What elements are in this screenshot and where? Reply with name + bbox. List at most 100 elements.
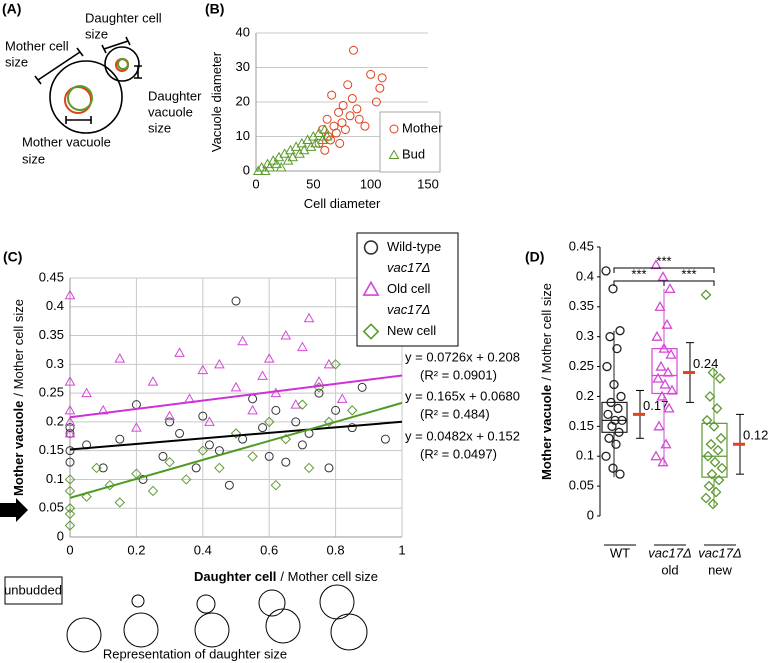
data-point bbox=[64, 508, 76, 520]
data-point bbox=[602, 361, 612, 372]
data-point bbox=[230, 381, 242, 392]
daughter-icon bbox=[131, 594, 145, 608]
y-tick-label: 0.1 bbox=[46, 471, 64, 486]
y-tick-label: 0.45 bbox=[569, 238, 594, 253]
y-tick-label: 0.3 bbox=[576, 328, 594, 343]
diagram-label: size bbox=[148, 120, 171, 135]
data-point bbox=[280, 330, 292, 340]
data-point bbox=[657, 456, 669, 467]
x-axis-label-part: / Mother cell size bbox=[280, 569, 378, 584]
x-tick-label: 150 bbox=[417, 176, 439, 191]
legend-marker bbox=[388, 149, 400, 159]
fit-r2: (R² = 0.0901) bbox=[420, 367, 497, 382]
data-point bbox=[360, 121, 370, 131]
data-point bbox=[700, 289, 712, 301]
data-point bbox=[605, 332, 615, 342]
data-point bbox=[247, 404, 258, 415]
trend-line bbox=[69, 401, 403, 499]
data-point bbox=[259, 165, 271, 175]
data-point bbox=[704, 391, 716, 402]
category-label: vac17Δ bbox=[648, 545, 691, 560]
measure-bar bbox=[101, 36, 131, 54]
category-label: WT bbox=[610, 545, 630, 560]
data-point bbox=[323, 416, 335, 428]
legend-label: Mother bbox=[402, 120, 443, 135]
significance-label: *** bbox=[656, 253, 671, 268]
y-tick-label: 0.1 bbox=[576, 448, 594, 463]
y-tick-label: 30 bbox=[236, 59, 250, 74]
diagram-label: Daughter cell bbox=[85, 10, 162, 25]
legend-label: vac17Δ bbox=[387, 260, 430, 275]
measure-bar bbox=[34, 47, 84, 85]
data-point bbox=[615, 469, 625, 479]
data-point bbox=[716, 462, 728, 474]
data-point bbox=[655, 360, 667, 371]
data-point bbox=[613, 403, 623, 414]
data-point bbox=[64, 485, 76, 497]
data-point bbox=[224, 480, 234, 490]
diagram-label: Mother cell bbox=[5, 38, 69, 53]
data-point bbox=[347, 423, 357, 433]
data-point bbox=[652, 372, 664, 383]
mean-label: 0.17 bbox=[643, 398, 668, 413]
data-point bbox=[603, 409, 613, 420]
data-point bbox=[214, 462, 225, 474]
arrow bbox=[0, 498, 28, 522]
data-point bbox=[710, 486, 722, 498]
panel-label: (A) bbox=[2, 1, 21, 17]
fit-r2: (R² = 0.0497) bbox=[420, 446, 497, 461]
data-point bbox=[91, 462, 102, 474]
mother-icon bbox=[194, 612, 230, 648]
x-axis-label: Daughter cell / Mother cell size bbox=[194, 569, 378, 584]
data-point bbox=[322, 114, 332, 124]
unbudded-label: unbudded bbox=[4, 582, 62, 597]
data-point bbox=[65, 423, 75, 433]
y-tick-label: 0.15 bbox=[39, 442, 64, 457]
y-tick-label: 0.4 bbox=[576, 268, 594, 283]
box bbox=[651, 348, 678, 395]
significance-bracket bbox=[613, 267, 715, 273]
data-point bbox=[608, 284, 618, 294]
y-tick-label: 0.25 bbox=[39, 385, 64, 400]
data-point bbox=[252, 165, 264, 175]
y-tick-label: 0.35 bbox=[569, 298, 594, 313]
legend-label: Old cell bbox=[387, 281, 430, 296]
data-point bbox=[296, 137, 308, 148]
y-tick-label: 0.25 bbox=[569, 358, 594, 373]
data-point bbox=[175, 428, 185, 438]
trend-line bbox=[69, 420, 403, 451]
data-point bbox=[273, 151, 285, 162]
y-tick-label: 0.15 bbox=[569, 418, 594, 433]
data-point bbox=[271, 158, 282, 169]
data-point bbox=[366, 69, 376, 79]
y-tick-label: 0.35 bbox=[39, 327, 64, 342]
data-point bbox=[248, 394, 258, 404]
data-point bbox=[64, 503, 76, 514]
data-point bbox=[231, 296, 241, 306]
data-point bbox=[654, 300, 666, 311]
data-point bbox=[164, 410, 175, 421]
data-point bbox=[702, 450, 714, 462]
data-point bbox=[165, 417, 175, 427]
y-tick-label: 0 bbox=[243, 162, 250, 177]
y-axis-label: Mother vacuole / Mother cell size bbox=[539, 283, 554, 480]
y-axis-label-part: Vacuole diameter bbox=[209, 51, 224, 152]
data-point bbox=[314, 388, 324, 398]
y-axis-label-part: Mother vacuole bbox=[11, 401, 26, 496]
legend-label: Wild-type bbox=[387, 239, 441, 254]
data-point bbox=[607, 421, 617, 431]
daughter-cell bbox=[104, 46, 140, 82]
y-tick-label: 0.05 bbox=[39, 500, 64, 515]
y-tick-label: 0.2 bbox=[46, 413, 64, 428]
data-point bbox=[317, 134, 328, 144]
y-tick-label: 0.3 bbox=[46, 356, 64, 371]
data-point bbox=[114, 353, 126, 363]
caption: Representation of daughter size bbox=[103, 646, 287, 661]
data-point bbox=[65, 446, 75, 456]
data-point bbox=[701, 414, 713, 426]
data-point bbox=[706, 468, 718, 480]
significance-label: *** bbox=[681, 266, 696, 281]
data-point bbox=[271, 405, 281, 415]
data-point bbox=[659, 378, 671, 389]
